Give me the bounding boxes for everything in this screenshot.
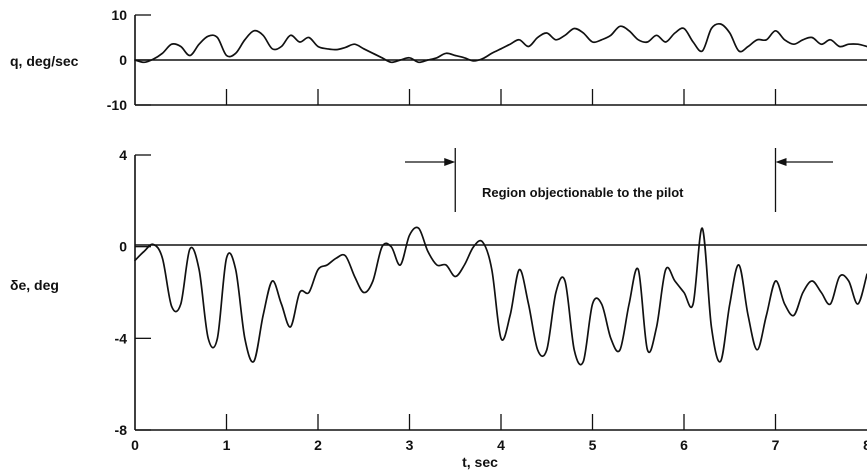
q-ylabel: q, deg/sec [10,53,79,69]
q-y-tick-label: 10 [111,7,127,23]
de-ylabel: δe, deg [10,277,59,293]
de-series-line [134,226,867,366]
x-axis-label: t, sec [462,454,498,470]
de-y-tick-label: -8 [115,422,128,438]
de-x-tick-label: 1 [223,437,231,453]
de-y-tick-label: 0 [119,239,127,255]
de-x-ticks: 0 1 2 3 4 5 6 7 8 [131,414,867,453]
de-y-tick-label: -4 [115,330,128,346]
q-y-tick-label: -10 [107,97,127,113]
de-x-tick-label: 0 [131,437,139,453]
region-annotation-text: Region objectionable to the pilot [482,185,684,200]
de-y-tick-label: 4 [119,147,127,163]
de-x-tick-label: 3 [406,437,414,453]
q-y-ticks: 10 0 -10 [107,7,151,113]
de-y-ticks: 4 0 -4 -8 [115,147,151,438]
q-panel: q, deg/sec 10 0 -10 [10,7,867,113]
region-start-arrowhead [444,158,456,166]
de-x-tick-label: 4 [497,437,505,453]
region-end-arrowhead [775,158,787,166]
de-panel: δe, deg 4 0 -4 -8 0 1 2 3 4 5 6 7 8 Region objectio… [10,147,867,470]
de-x-tick-label: 5 [589,437,597,453]
de-x-tick-label: 6 [680,437,688,453]
q-series-line [134,22,867,64]
q-y-tick-label: 0 [119,52,127,68]
de-x-tick-label: 2 [314,437,322,453]
de-x-tick-label: 7 [772,437,780,453]
q-x-ticks [225,89,777,105]
region-annotation: Region objectionable to the pilot [405,148,833,212]
de-x-tick-label: 8 [863,437,867,453]
